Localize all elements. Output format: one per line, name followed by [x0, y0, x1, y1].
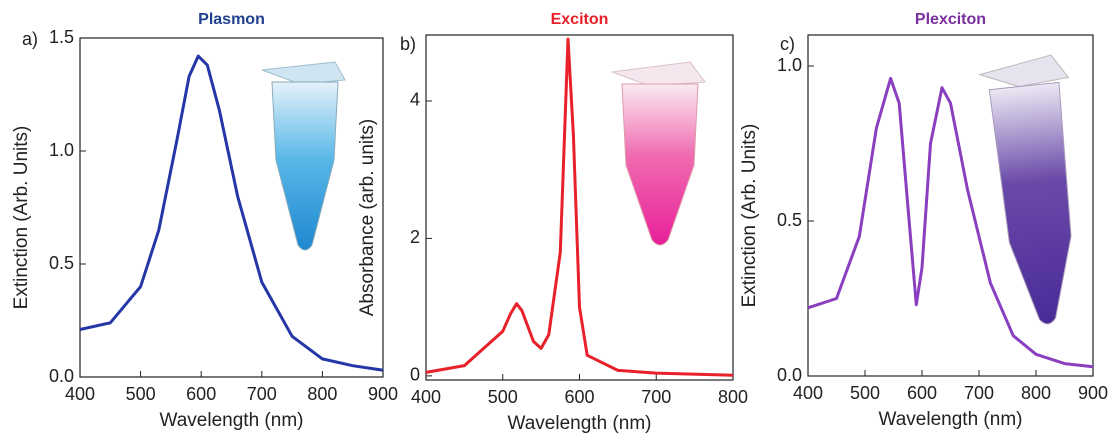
x-tick-label: 500 — [126, 384, 156, 404]
x-tick-label: 800 — [718, 387, 748, 407]
x-axis-label: Wavelength (nm) — [508, 413, 652, 434]
x-tick-label: 400 — [793, 383, 823, 403]
vial-blue — [261, 61, 346, 251]
x-tick-label: 400 — [411, 387, 441, 407]
x-axis-label: Wavelength (nm) — [879, 409, 1023, 430]
y-tick-label: 0.5 — [49, 253, 74, 273]
x-axis-label: Wavelength (nm) — [160, 410, 304, 431]
y-tick-label: 2 — [410, 227, 420, 247]
x-tick-label: 900 — [368, 384, 398, 404]
y-tick-label: 0.0 — [49, 366, 74, 386]
data-line — [807, 76, 1094, 369]
y-axis-label: Absorbance (arb. units) — [357, 119, 378, 317]
panel-label: a) — [22, 29, 38, 49]
plot-frame — [807, 34, 1094, 377]
y-tick-label: 1.0 — [777, 55, 802, 75]
x-tick-label: 800 — [307, 384, 337, 404]
vial-pink — [611, 61, 706, 246]
title: Plexciton — [915, 11, 986, 28]
plot-frame — [79, 37, 384, 378]
x-tick-label: 500 — [850, 383, 880, 403]
x-tick-label: 400 — [65, 384, 95, 404]
y-tick-label: 0.0 — [777, 365, 802, 385]
y-tick-label: 0.5 — [777, 210, 802, 230]
y-tick-label: 1.0 — [49, 140, 74, 160]
x-tick-label: 600 — [186, 384, 216, 404]
y-tick-label: 1.5 — [49, 27, 74, 47]
title: Exciton — [551, 11, 609, 28]
x-tick-label: 500 — [488, 387, 518, 407]
title: Plasmon — [198, 11, 265, 28]
y-axis-label: Extinction (Arb. Units) — [739, 124, 760, 308]
x-tick-label: 700 — [964, 383, 994, 403]
data-line — [79, 54, 384, 372]
vial-purple — [977, 54, 1072, 325]
x-tick-label: 600 — [907, 383, 937, 403]
y-tick-label: 4 — [410, 90, 420, 110]
x-tick-label: 900 — [1078, 383, 1108, 403]
x-tick-label: 600 — [564, 387, 594, 407]
panel-label: b) — [400, 34, 416, 54]
x-tick-label: 800 — [1021, 383, 1051, 403]
x-tick-label: 700 — [641, 387, 671, 407]
data-line — [425, 37, 734, 377]
x-tick-label: 700 — [247, 384, 277, 404]
panel-label: c) — [780, 34, 795, 54]
y-axis-label: Extinction (Arb. Units) — [11, 126, 32, 310]
y-tick-label: 0 — [410, 365, 420, 385]
